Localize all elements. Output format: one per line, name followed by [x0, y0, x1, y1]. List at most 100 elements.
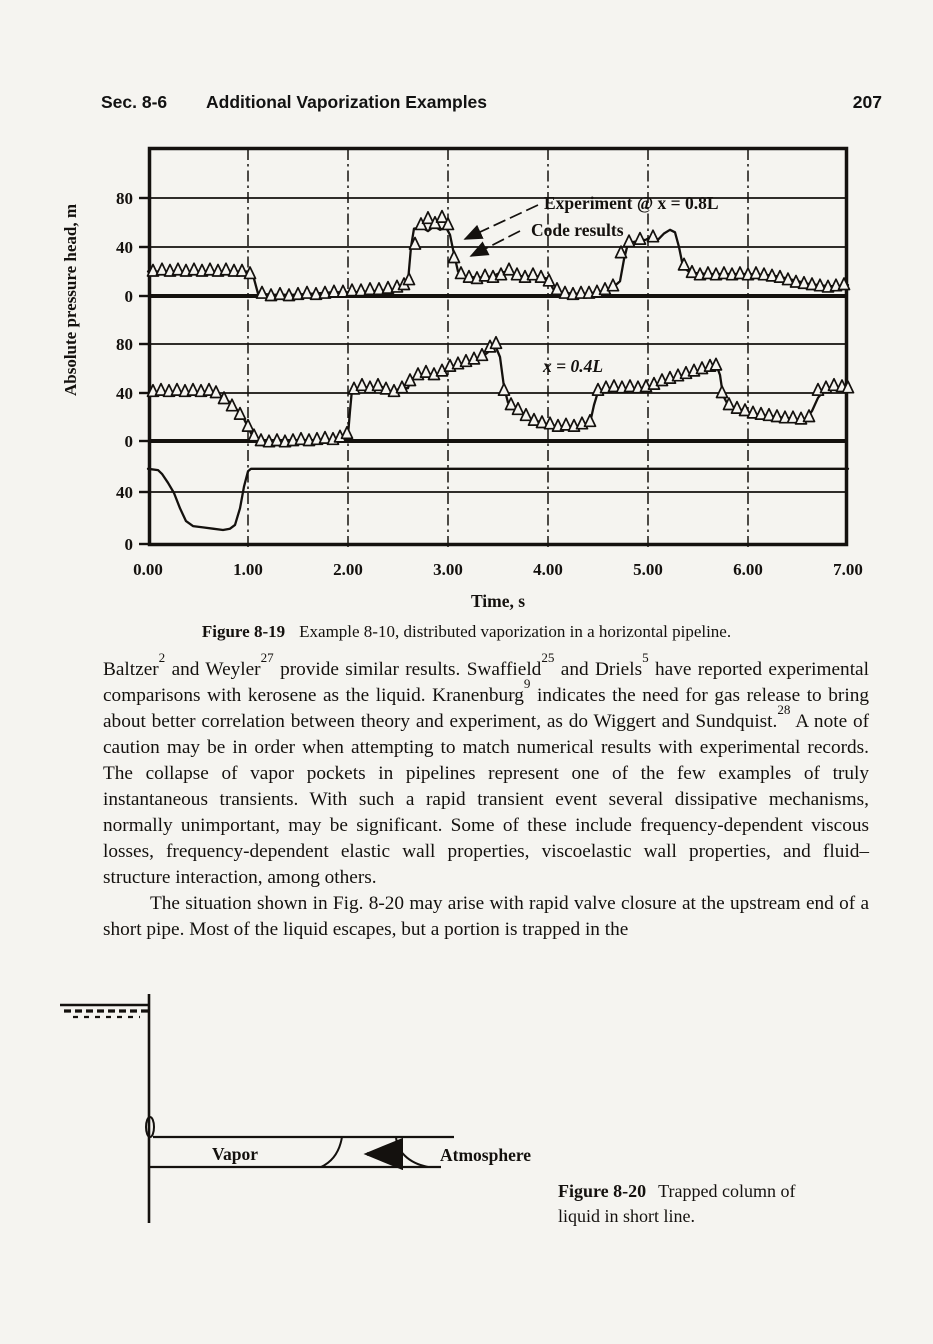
experiment-arrow — [463, 204, 539, 240]
experiment-triangle-marker — [395, 380, 409, 394]
experiment-triangle-marker — [623, 379, 637, 393]
experiment-triangle-marker — [574, 285, 588, 299]
experiment-triangle-marker — [381, 280, 395, 294]
figure-8-19-caption-label: Figure 8-19 — [201, 622, 286, 641]
x-tick-label: 2.00 — [333, 560, 363, 579]
experiment-triangle-marker — [419, 364, 433, 378]
y-tick-label: 40 — [116, 384, 133, 403]
experiment-triangle-marker — [841, 380, 855, 394]
experiment-triangle-marker — [475, 347, 489, 362]
experiment-triangle-marker — [526, 267, 540, 281]
experiment-triangle-marker — [371, 377, 385, 392]
experiment-triangle-marker — [235, 263, 249, 277]
experiment-triangle-marker — [837, 277, 851, 291]
experiment-triangle-marker — [318, 430, 332, 444]
paragraph-1: Baltzer2 and Weyler27 provide similar re… — [103, 649, 870, 888]
experiment-triangle-marker — [715, 385, 729, 399]
experiment-triangle-marker — [327, 284, 341, 298]
experiment-triangle-marker — [583, 413, 597, 428]
vapor-label: Vapor — [212, 1144, 258, 1164]
experiment-triangle-marker — [802, 409, 816, 423]
experiment-triangle-marker — [209, 385, 223, 399]
chart-x-axis-label: Time, s — [470, 591, 526, 611]
figure-8-20-caption-text: Trapped column of liquid in short line. — [558, 1181, 796, 1226]
experiment-triangle-marker — [773, 269, 787, 283]
experiment-triangle-marker — [765, 268, 779, 282]
experiment-triangle-marker — [462, 269, 476, 283]
experiment-triangle-marker — [510, 267, 524, 281]
liquid-interface-left — [320, 1136, 343, 1168]
experiment-triangle-marker — [606, 278, 620, 292]
x-tick-label: 6.00 — [733, 560, 763, 579]
experiment-triangle-marker — [291, 286, 305, 301]
experiment-triangle-marker — [778, 410, 792, 424]
experiment-triangle-marker — [762, 407, 776, 422]
experiment-triangle-marker — [677, 257, 691, 271]
experiment-triangle-marker — [255, 285, 269, 299]
experiment-triangle-marker — [219, 262, 233, 276]
x-tick-label: 5.00 — [633, 560, 663, 579]
experiment-triangle-marker — [318, 285, 332, 299]
experiment-triangle-marker — [607, 379, 621, 393]
experiment-triangle-marker — [646, 229, 660, 243]
code-results-line — [146, 225, 850, 296]
experiment-triangle-marker — [447, 250, 461, 264]
experiment-triangle-marker — [805, 277, 819, 291]
experiment-triangle-marker — [559, 417, 573, 431]
experiment-triangle-marker — [254, 433, 268, 447]
experiment-triangle-marker — [187, 262, 201, 276]
experiment-triangle-marker — [757, 267, 771, 281]
figure-8-19-chart: 80 40 0 80 40 0 40 0 0.00 1.00 2.00 3.00 4.00 5.00 6.0… — [116, 146, 863, 579]
running-header: Sec. 8-6 Additional Vaporization Example… — [0, 92, 933, 114]
experiment-triangle-marker — [243, 266, 257, 280]
y-tick-label: 0 — [125, 535, 134, 554]
experiment-triangle-marker — [454, 266, 468, 280]
experiment-triangle-marker — [543, 416, 557, 430]
experiment-triangle-marker — [709, 357, 723, 371]
chart-plot-area: 80 40 0 80 40 0 40 0 0.00 1.00 2.00 3.00 4.00 5.00 6.0… — [116, 146, 863, 579]
experiment-triangle-marker — [282, 288, 296, 302]
figure-8-19-caption: Figure 8-19 Example 8-10, distributed vap… — [0, 622, 933, 642]
experiment-triangle-marker — [614, 245, 628, 259]
experiment-triangle-marker — [441, 217, 455, 231]
experiment-triangle-marker — [478, 268, 492, 282]
plot-border — [147, 146, 849, 547]
experiment-triangle-marker — [270, 433, 284, 447]
experiment-triangle-marker — [146, 263, 160, 277]
experiment-triangle-marker — [408, 236, 422, 250]
experiment-triangle-marker — [227, 263, 241, 277]
figure-8-20-caption-label: Figure 8-20 — [558, 1181, 647, 1201]
code-results-arrow — [469, 230, 521, 257]
experiment-triangle-marker — [781, 272, 795, 286]
experiment-triangle-marker — [294, 431, 308, 446]
experiment-triangle-marker — [786, 410, 800, 424]
experiment-triangle-marker — [247, 428, 261, 442]
experiment-triangle-marker — [827, 377, 841, 392]
experiment-triangle-marker — [363, 282, 377, 296]
experiment-triangle-marker — [435, 209, 449, 223]
paragraph-2: The situation shown in Fig. 8-20 may ari… — [103, 893, 869, 940]
y-tick-label: 0 — [125, 432, 134, 451]
experiment-triangle-marker — [354, 283, 368, 297]
y-tick-label: 40 — [116, 238, 133, 257]
experiment-triangle-marker — [300, 285, 314, 299]
experiment-triangle-marker — [633, 231, 647, 246]
experiment-triangle-marker — [738, 403, 752, 417]
experiment-triangle-marker — [511, 401, 525, 416]
experiment-triangle-marker — [527, 412, 541, 426]
experiment-triangle-marker — [489, 335, 503, 350]
experiment-triangle-marker — [519, 407, 533, 422]
experiment-triangle-marker — [797, 275, 811, 290]
experiment-triangle-marker — [542, 273, 556, 287]
experiment-triangle-marker — [722, 397, 736, 411]
experiment-triangle-marker — [746, 405, 760, 419]
experiment-triangle-marker — [550, 282, 564, 296]
x-tick-label: 4.00 — [533, 560, 563, 579]
experiment-triangle-marker — [264, 288, 278, 302]
figure-8-20-caption: Figure 8-20 Trapped column of liquid in s… — [558, 1179, 840, 1229]
x-tick-label: 3.00 — [433, 560, 463, 579]
section-number: Sec. 8-6 — [101, 92, 168, 112]
annotation-experiment: Experiment @ x = 0.8L — [544, 193, 719, 213]
experiment-triangle-marker — [309, 286, 323, 301]
